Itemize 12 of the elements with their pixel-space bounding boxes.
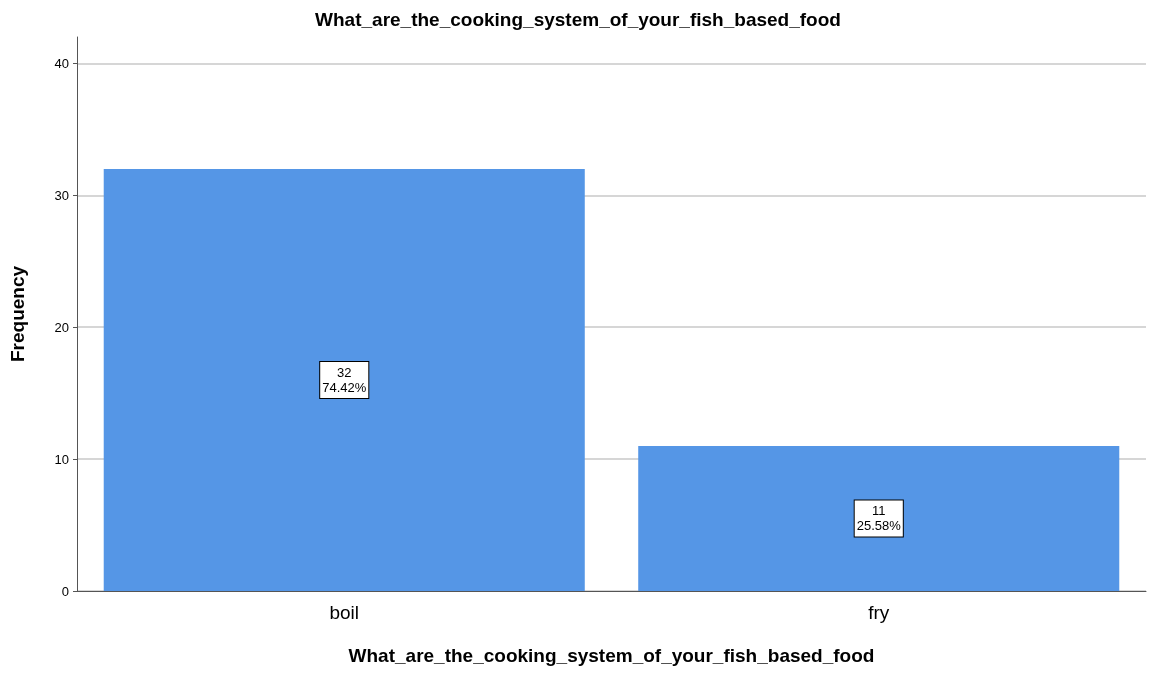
chart-title: What_are_the_cooking_system_of_your_fish_based_food	[315, 9, 841, 30]
y-tick-label: 20	[54, 319, 69, 335]
y-tick-label: 0	[61, 583, 69, 599]
y-axis-title: Frequency	[7, 265, 28, 363]
x-tick-label: fry	[868, 602, 890, 623]
x-axis-title: What_are_the_cooking_system_of_your_fish_based_food	[348, 645, 875, 666]
data-label: 32 74.42%	[322, 364, 367, 395]
y-tick-label: 40	[54, 55, 69, 71]
y-tick-label: 10	[54, 451, 69, 467]
y-tick-label: 30	[54, 187, 69, 203]
data-label: 11 25.58%	[856, 503, 902, 534]
x-tick-label: boil	[329, 602, 360, 623]
